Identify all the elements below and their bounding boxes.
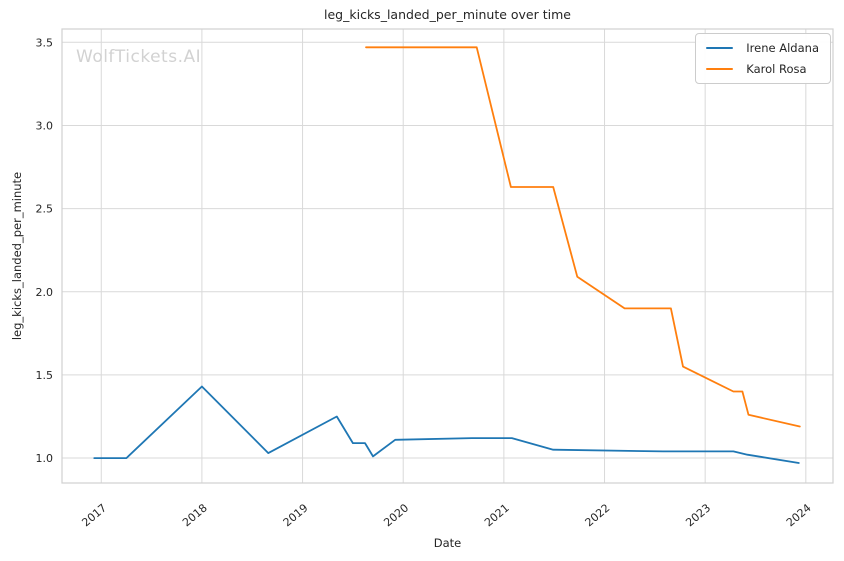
x-tick-label: 2021 — [482, 501, 512, 529]
y-tick-label: 1.0 — [36, 452, 54, 465]
y-tick-label: 3.5 — [36, 36, 54, 49]
x-tick-label: 2019 — [281, 501, 311, 529]
series-line-karol-rosa — [365, 46, 801, 428]
legend-label: Karol Rosa — [746, 62, 807, 76]
plot-frame — [61, 28, 834, 484]
legend-item-karol-rosa: Karol Rosa — [706, 62, 819, 76]
watermark: WolfTickets.AI — [76, 47, 202, 67]
x-tick-label: 2024 — [784, 501, 814, 529]
y-tick-label: 2.5 — [36, 203, 54, 216]
x-tick-label: 2022 — [583, 501, 613, 529]
series-line-irene-aldana — [93, 385, 800, 464]
legend-line-sample — [706, 47, 734, 49]
x-tick-label: 2023 — [683, 501, 713, 529]
y-axis-label: leg_kicks_landed_per_minute — [10, 171, 24, 341]
x-tick-label: 2018 — [180, 501, 210, 529]
x-tick-label: 2020 — [381, 501, 411, 529]
y-tick-label: 1.5 — [36, 369, 54, 382]
chart-title: leg_kicks_landed_per_minute over time — [324, 7, 571, 22]
legend: Irene Aldana Karol Rosa — [695, 33, 831, 84]
x-axis-label: Date — [433, 536, 462, 550]
legend-item-irene-aldana: Irene Aldana — [706, 41, 819, 55]
y-tick-label: 3.0 — [36, 119, 54, 132]
x-tick-label: 2017 — [79, 501, 109, 529]
legend-line-sample — [706, 68, 734, 70]
y-tick-label: 2.0 — [36, 286, 54, 299]
legend-label: Irene Aldana — [746, 41, 819, 55]
